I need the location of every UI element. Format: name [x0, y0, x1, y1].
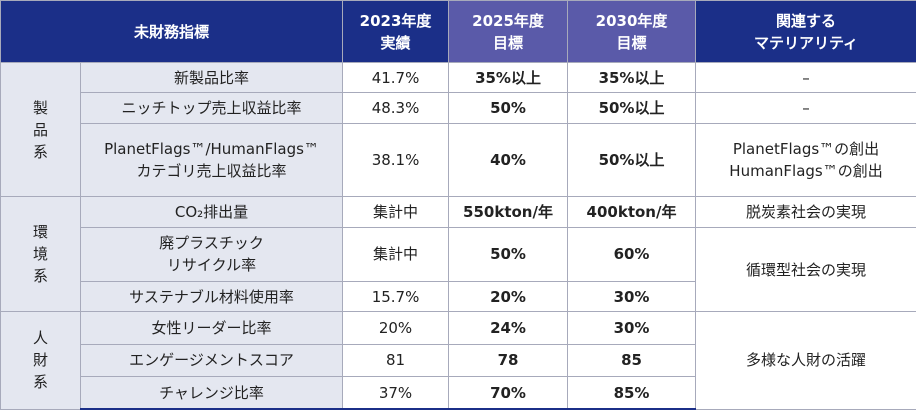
metric-name: サステナブル材料使用率 — [79, 281, 344, 313]
target-2025-value: 78 — [448, 343, 569, 378]
target-2025-value: 20% — [448, 281, 569, 313]
materiality-cell: 多様な人財の活躍 — [695, 311, 916, 410]
actual-value: 37% — [342, 376, 450, 410]
materiality-cell: 脱炭素社会の実現 — [695, 196, 916, 228]
header-metric: 未財務指標 — [0, 0, 344, 63]
table-row: チャレンジ比率 37% 70% 85% — [1, 376, 916, 410]
target-2025-value: 40% — [448, 122, 569, 198]
table-row: サステナブル材料使用率 15.7% 20% 30% — [1, 281, 916, 313]
table-row: PlanetFlags™/HumanFlags™ カテゴリ売上収益比率 38.1%… — [1, 122, 916, 198]
actual-value: 41.7% — [342, 61, 450, 94]
metric-name: PlanetFlags™/HumanFlags™ カテゴリ売上収益比率 — [79, 122, 344, 198]
metric-name: 廃プラスチック リサイクル率 — [79, 226, 344, 283]
table-row: エンゲージメントスコア 81 78 85 — [1, 343, 916, 378]
target-2025-value: 24% — [448, 311, 569, 345]
metric-name: チャレンジ比率 — [79, 376, 344, 410]
target-2030-value: 50%以上 — [567, 122, 697, 198]
actual-value: 38.1% — [342, 122, 450, 198]
target-2030-value: 85 — [567, 343, 697, 378]
target-2030-value: 400kton/年 — [567, 196, 697, 228]
table-row: 製品系 新製品比率 41.7% 35%以上 35%以上 – — [0, 61, 916, 198]
target-2025-value: 35%以上 — [448, 61, 569, 94]
header-target-2025: 2025年度 目標 — [448, 0, 569, 63]
materiality-cell: – — [695, 61, 916, 94]
target-2030-value: 50%以上 — [567, 92, 697, 124]
target-2025-value: 70% — [448, 376, 569, 410]
target-2030-value: 30% — [567, 311, 697, 345]
actual-value: 15.7% — [342, 281, 450, 313]
actual-value: 81 — [342, 343, 450, 378]
target-2030-value: 35%以上 — [567, 61, 697, 94]
actual-value: 集計中 — [342, 226, 450, 283]
actual-value: 集計中 — [342, 196, 450, 228]
target-2025-value: 550kton/年 — [448, 196, 569, 228]
header-target-2030: 2030年度 目標 — [567, 0, 697, 63]
category-human-capital: 人財系 — [0, 311, 81, 410]
materiality-cell: PlanetFlags™の創出 HumanFlags™の創出 — [695, 122, 916, 198]
category-environment: 環境系 — [0, 196, 81, 313]
header-materiality: 関連する マテリアリティ — [695, 0, 916, 63]
category-product: 製品系 — [0, 61, 81, 198]
metric-name: エンゲージメントスコア — [79, 343, 344, 378]
table-row: ニッチトップ売上収益比率 48.3% 50% 50%以上 – — [1, 92, 916, 124]
target-2030-value: 85% — [567, 376, 697, 410]
header-actual-2023: 2023年度 実績 — [342, 0, 450, 63]
materiality-cell: 循環型社会の実現 — [695, 226, 916, 313]
target-2030-value: 60% — [567, 226, 697, 283]
table-row: 環境系 CO₂排出量 集計中 550kton/年 400kton/年 脱炭素社会… — [0, 196, 916, 313]
target-2025-value: 50% — [448, 226, 569, 283]
target-2030-value: 30% — [567, 281, 697, 313]
metric-name: 女性リーダー比率 — [79, 311, 344, 345]
actual-value: 20% — [342, 311, 450, 345]
table-row: 廃プラスチック リサイクル率 集計中 50% 60% 循環型社会の実現 — [1, 226, 916, 313]
header-row: 未財務指標 2023年度 実績 2025年度 目標 2030年度 目標 関連する マテリ… — [0, 0, 916, 63]
materiality-cell: – — [695, 92, 916, 124]
target-2025-value: 50% — [448, 92, 569, 124]
header-metric-label: 未財務指標 — [134, 22, 210, 41]
metric-name: 新製品比率 — [79, 61, 344, 94]
metric-name: CO₂排出量 — [79, 196, 344, 228]
table-row: 人財系 女性リーダー比率 20% 24% 30% 多様な人財の活躍 — [0, 311, 916, 410]
actual-value: 48.3% — [342, 92, 450, 124]
metric-name: ニッチトップ売上収益比率 — [79, 92, 344, 124]
